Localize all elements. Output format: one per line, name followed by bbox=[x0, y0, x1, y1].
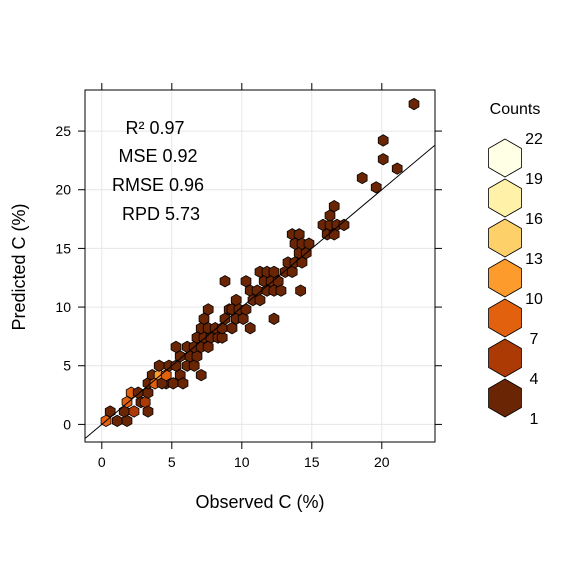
legend-label: 16 bbox=[525, 211, 543, 228]
hex-bin bbox=[391, 162, 403, 175]
hex-bin bbox=[370, 181, 382, 194]
hex-bin bbox=[153, 359, 165, 372]
legend-label: 4 bbox=[530, 371, 539, 388]
reference-line bbox=[85, 144, 435, 440]
y-tick-label: 20 bbox=[55, 182, 71, 198]
x-tick-label: 5 bbox=[168, 454, 176, 470]
hex-bin bbox=[254, 293, 266, 307]
hex-bin bbox=[128, 405, 140, 418]
axis-ticks: 0 5 10 15 20 0 5 10 15 20 25 bbox=[55, 83, 442, 470]
y-tick-label: 5 bbox=[63, 358, 71, 374]
stat-r2: R² 0.97 bbox=[125, 118, 184, 138]
x-tick-label: 10 bbox=[234, 454, 250, 470]
hex-bin bbox=[324, 209, 336, 222]
y-tick-label: 25 bbox=[55, 123, 71, 139]
hex-bin bbox=[104, 405, 116, 418]
hex-bin bbox=[195, 368, 207, 382]
hex-bin bbox=[268, 312, 280, 325]
hex-bin bbox=[328, 199, 340, 213]
hex-bin bbox=[170, 340, 182, 354]
hex-bin bbox=[226, 322, 238, 335]
x-tick-label: 15 bbox=[304, 454, 320, 470]
hex-bin bbox=[142, 405, 154, 418]
legend-hex bbox=[488, 218, 522, 258]
stat-rpd: RPD 5.73 bbox=[122, 204, 200, 224]
stat-mse: MSE 0.92 bbox=[118, 146, 197, 166]
legend-hex bbox=[488, 138, 522, 178]
plot-frame bbox=[84, 89, 436, 443]
hex-bin bbox=[191, 350, 203, 363]
hex-bin bbox=[244, 322, 256, 335]
legend: Counts 22 19 16 13 10 7 4 1 bbox=[488, 101, 543, 428]
hex-bin bbox=[295, 284, 306, 297]
legend-hex bbox=[488, 338, 522, 378]
y-tick-label: 10 bbox=[55, 299, 71, 315]
hex-bin bbox=[202, 303, 214, 316]
hex-bin bbox=[237, 312, 249, 325]
hex-bin bbox=[121, 414, 133, 428]
hex-bin bbox=[219, 275, 231, 288]
hex-bin bbox=[408, 97, 420, 111]
hex-bin bbox=[219, 312, 231, 325]
legend-hex bbox=[488, 258, 522, 298]
hex-bins bbox=[100, 97, 420, 428]
hex-bin bbox=[338, 218, 350, 232]
legend-label: 1 bbox=[530, 411, 539, 428]
legend-label: 22 bbox=[525, 131, 543, 148]
hex-bin bbox=[356, 171, 368, 185]
x-tick-label: 0 bbox=[98, 454, 106, 470]
hex-bin bbox=[377, 134, 389, 147]
hex-bin bbox=[167, 377, 179, 390]
legend-hex bbox=[488, 378, 522, 418]
hex-bin bbox=[303, 237, 315, 250]
hex-bin bbox=[240, 303, 252, 316]
hex-bin bbox=[216, 331, 228, 344]
hex-bin bbox=[275, 284, 287, 297]
y-tick-label: 0 bbox=[63, 416, 71, 432]
stat-rmse: RMSE 0.96 bbox=[112, 175, 204, 195]
legend-label: 13 bbox=[525, 251, 543, 268]
legend-hex bbox=[488, 178, 522, 218]
y-tick-label: 15 bbox=[55, 240, 71, 256]
hex-bin bbox=[188, 359, 200, 372]
stats-annotation: R² 0.97 MSE 0.92 RMSE 0.96 RPD 5.73 bbox=[112, 118, 204, 224]
legend-hex bbox=[488, 298, 522, 338]
hex-bin bbox=[111, 414, 123, 428]
hex-bin bbox=[296, 256, 308, 269]
x-tick-label: 20 bbox=[374, 454, 390, 470]
legend-title: Counts bbox=[490, 101, 541, 118]
hex-bin bbox=[377, 153, 389, 166]
legend-label: 10 bbox=[525, 291, 543, 308]
x-axis-label: Observed C (%) bbox=[195, 492, 324, 512]
hex-bin bbox=[177, 377, 189, 390]
y-axis-label: Predicted C (%) bbox=[9, 203, 29, 330]
hex-bin bbox=[202, 340, 214, 354]
legend-label: 7 bbox=[530, 331, 539, 348]
legend-label: 19 bbox=[525, 171, 543, 188]
